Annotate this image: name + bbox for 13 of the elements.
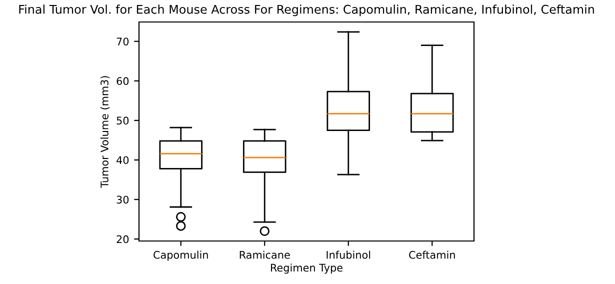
x-tick-label: Ceftamin	[409, 250, 455, 259]
y-tick-label: 50	[116, 116, 129, 125]
x-axis-title: Regimen Type	[270, 264, 342, 274]
y-tick-label: 30	[116, 196, 129, 204]
y-tick-label: 40	[116, 156, 129, 164]
y-tick-label: 70	[116, 38, 129, 46]
y-tick-label: 60	[116, 77, 129, 86]
y-tick-label: 20	[116, 235, 129, 244]
x-tick-label: Capomulin	[154, 250, 208, 261]
y-axis-title: Tumor Volume (mm3)	[100, 76, 110, 188]
chart-title: Final Tumor Vol. for Each Mouse Across For Regimens: Capomulin, Ramicane, Infubinol, Ceftamin	[19, 4, 594, 16]
x-tick-label: Ramicane	[240, 250, 290, 259]
x-tick-label: Infubinol	[326, 250, 370, 259]
